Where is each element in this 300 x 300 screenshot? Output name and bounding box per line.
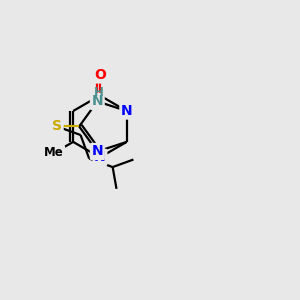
Text: N: N — [94, 150, 106, 164]
Text: H: H — [94, 85, 104, 98]
Text: N: N — [92, 94, 103, 108]
Text: S: S — [52, 119, 62, 134]
Text: N: N — [92, 145, 103, 158]
Text: O: O — [94, 68, 106, 82]
Text: N: N — [121, 104, 133, 118]
Text: Me: Me — [44, 146, 64, 159]
